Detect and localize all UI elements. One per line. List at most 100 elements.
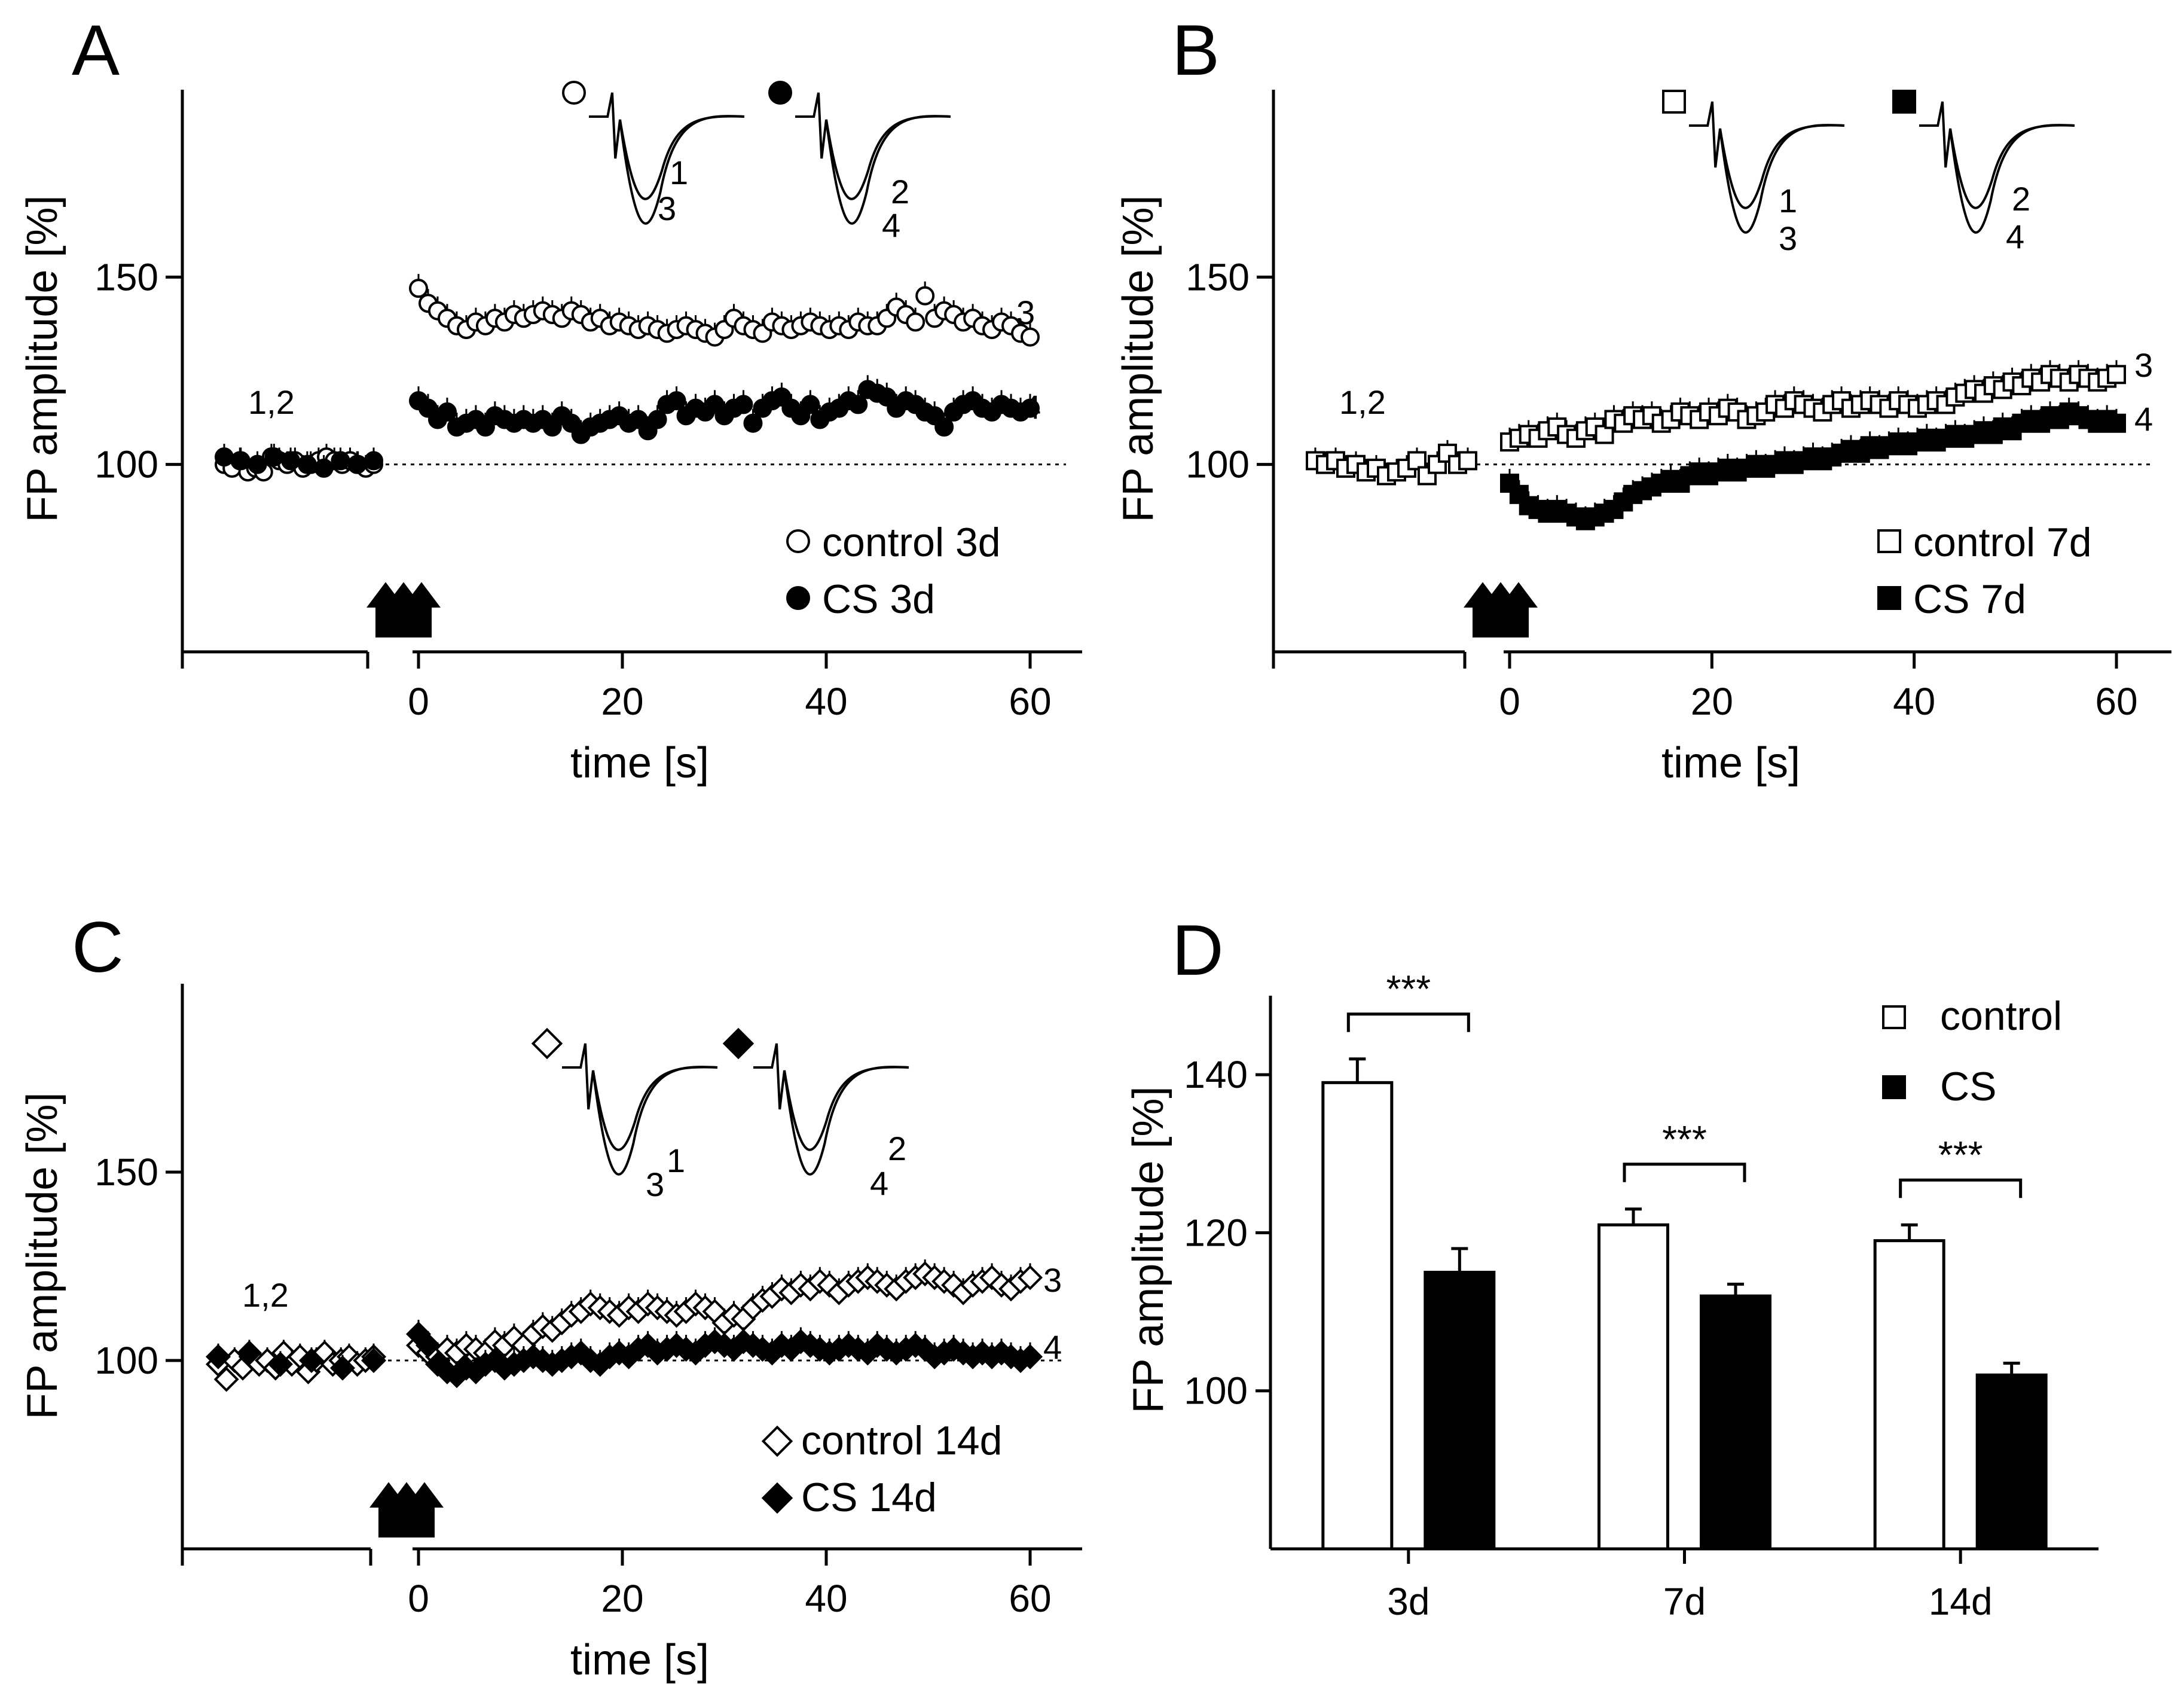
y-tick-label: 100 — [94, 443, 158, 486]
significance-bracket — [1623, 1163, 1746, 1182]
legend-marker — [1877, 586, 1901, 610]
data-point — [331, 451, 350, 471]
legend-marker — [786, 586, 810, 610]
trace-label: 2 — [888, 1130, 906, 1167]
significance-label: *** — [1938, 1133, 1983, 1176]
baseline-label: 1,2 — [1339, 383, 1386, 421]
trace-line — [1949, 124, 2075, 209]
x-tick-label: 60 — [1009, 1577, 1051, 1620]
x-axis-title: time [s] — [570, 1636, 709, 1684]
trace-marker — [722, 1027, 755, 1060]
data-point — [236, 1340, 262, 1366]
data-point — [213, 1366, 239, 1392]
significance-bracket — [1346, 1012, 1470, 1032]
y-tick-label: 150 — [94, 1151, 158, 1194]
x-tick-label: 0 — [1499, 680, 1520, 723]
legend-marker — [1882, 1075, 1906, 1099]
data-point — [1021, 327, 1040, 347]
plot-area: 0 20 40 60 100 150 — [94, 984, 1082, 1620]
y-axis-title: FP amplitude [%] — [1125, 1087, 1172, 1414]
data-point — [248, 454, 267, 474]
panel-letter: A — [72, 10, 120, 90]
x-tick-label: 20 — [601, 1577, 643, 1620]
series — [205, 1319, 1043, 1389]
legend-marker — [1877, 529, 1901, 553]
legend-marker — [786, 529, 810, 553]
trace-label: 3 — [658, 190, 676, 227]
legend-label-control: control 7d — [1913, 520, 2092, 565]
data-point — [915, 286, 935, 306]
triple-arrow-icon — [366, 582, 441, 637]
plot-area: 0 20 40 60 100 150 — [94, 81, 1082, 723]
baseline-label: 1,2 — [242, 1276, 289, 1314]
x-axis-title: time [s] — [1661, 739, 1800, 787]
legend-label-control: control 3d — [822, 520, 1001, 565]
trace-label: 4 — [2006, 218, 2024, 255]
plot-area: 100 120 140 3d *** 7d *** 14d *** — [1184, 968, 2099, 1623]
series — [215, 274, 1040, 482]
x-tick-label: 20 — [1691, 680, 1733, 723]
data-point — [1017, 1265, 1043, 1291]
trace-label: 2 — [2012, 180, 2030, 218]
data-point — [1458, 451, 1477, 471]
arrow-icon — [405, 1482, 444, 1537]
data-point — [934, 417, 954, 437]
data-point — [941, 1272, 967, 1298]
y-tick-label: 100 — [1184, 1369, 1248, 1413]
significance-label: *** — [1386, 968, 1431, 1011]
panel-b: B 0 20 40 60 100 150 time [s] FP amplitude [%… — [1114, 10, 2171, 787]
data-point — [1017, 1344, 1043, 1369]
data-point — [364, 451, 383, 471]
data-point — [647, 410, 667, 429]
triple-arrow-icon — [1464, 582, 1538, 637]
x-tick-label: 60 — [2095, 680, 2137, 723]
trace-line — [619, 115, 745, 200]
data-point — [329, 1355, 356, 1381]
x-tick-label: 0 — [408, 1577, 429, 1620]
x-tick-label: 3d — [1387, 1580, 1429, 1623]
x-tick-label: 40 — [805, 680, 847, 723]
trace-label: 1 — [1779, 182, 1797, 219]
trace-label: 3 — [1779, 219, 1797, 257]
x-tick-label: 14d — [1929, 1580, 1993, 1623]
x-tick-label: 40 — [1893, 680, 1935, 723]
data-point — [314, 458, 334, 478]
fp-trace — [795, 92, 951, 225]
data-point — [743, 413, 763, 433]
data-point — [205, 1344, 231, 1369]
trace-line — [1719, 124, 1845, 209]
baseline-label: 1,2 — [248, 383, 295, 421]
trace-line — [783, 1066, 909, 1151]
fp-trace — [562, 1043, 718, 1176]
data-point — [482, 1347, 508, 1374]
trace-label: 4 — [882, 206, 900, 244]
triple-arrow-icon — [369, 1482, 444, 1537]
series-end-label: 4 — [2134, 400, 2153, 438]
y-axis-title: FP amplitude [%] — [19, 196, 66, 523]
legend-marker — [1882, 1005, 1906, 1029]
legend-label-cs: CS 14d — [801, 1475, 937, 1520]
panel-d: D 100 120 140 3d *** 7d *** 14d *** FP amplitude… — [1125, 910, 2099, 1623]
y-tick-label: 100 — [1186, 443, 1250, 486]
trace-marker — [531, 1027, 563, 1060]
panel-letter: B — [1172, 10, 1220, 90]
data-point — [2107, 365, 2126, 385]
series — [1306, 360, 2126, 486]
arrow-icon — [1499, 582, 1538, 637]
data-point — [361, 1347, 387, 1374]
x-tick-label: 60 — [1009, 680, 1051, 723]
y-tick-label: 120 — [1184, 1211, 1248, 1254]
trace-marker — [562, 81, 586, 105]
fp-trace — [753, 1043, 909, 1176]
series-end-label: 4 — [1022, 388, 1041, 426]
y-tick-label: 100 — [94, 1339, 158, 1382]
x-axis-title: time [s] — [570, 739, 709, 787]
fp-trace — [1689, 101, 1845, 234]
data-point — [281, 451, 301, 471]
significance-label: *** — [1662, 1118, 1707, 1161]
series — [215, 375, 1040, 478]
panel-letter: D — [1172, 910, 1224, 990]
data-point — [667, 391, 686, 411]
legend-label-control: control 14d — [801, 1418, 1002, 1463]
series-end-label: 3 — [1043, 1261, 1062, 1299]
